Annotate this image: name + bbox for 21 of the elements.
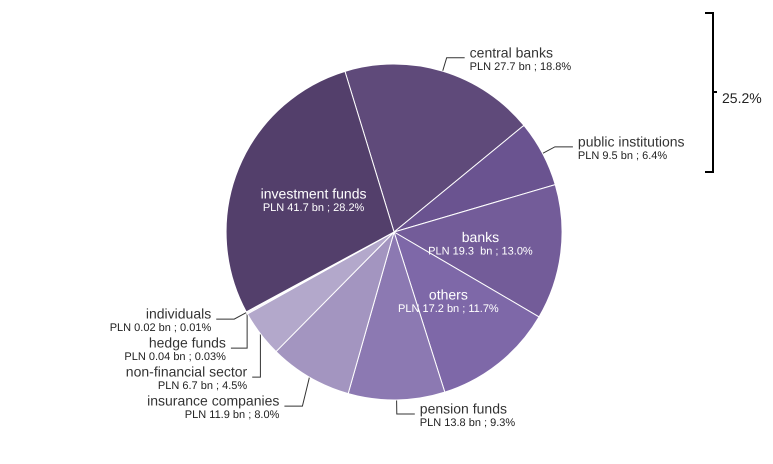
data-label: PLN 6.7 bn ; 4.5%	[158, 380, 248, 392]
slice-label: individuals	[146, 306, 212, 322]
slice-label: investment funds	[260, 185, 366, 202]
slice-label: public institutions	[578, 133, 685, 150]
slice-label: non-financial sector	[126, 364, 248, 380]
data-label: PLN 17.2 bn ; 11.7%	[398, 302, 499, 315]
data-label: PLN 9.5 bn ; 6.4%	[578, 150, 668, 162]
slice-label: others	[428, 286, 468, 302]
slice-label: banks	[462, 229, 500, 246]
slice-label: insurance companies	[147, 392, 280, 409]
text: 25.2%	[722, 90, 762, 106]
slice-label: hedge funds	[148, 334, 226, 351]
slice-label: central banks	[470, 44, 553, 60]
data-label: PLN 19.3 bn ; 13.0%	[428, 246, 533, 258]
data-label: PLN 13.8 bn ; 9.3%	[420, 416, 516, 429]
data-label: PLN 11.9 bn ; 8.0%	[184, 409, 280, 422]
data-label: PLN 0.04 bn ; 0.03%	[124, 351, 226, 364]
data-label: PLN 27.7 bn ; 18.8%	[470, 60, 572, 73]
data-label: PLN 41.7 bn ; 28.2%	[262, 202, 365, 214]
data-label: PLN 0.02 bn ; 0.01%	[110, 322, 212, 334]
slice-label: pension funds	[420, 400, 507, 416]
